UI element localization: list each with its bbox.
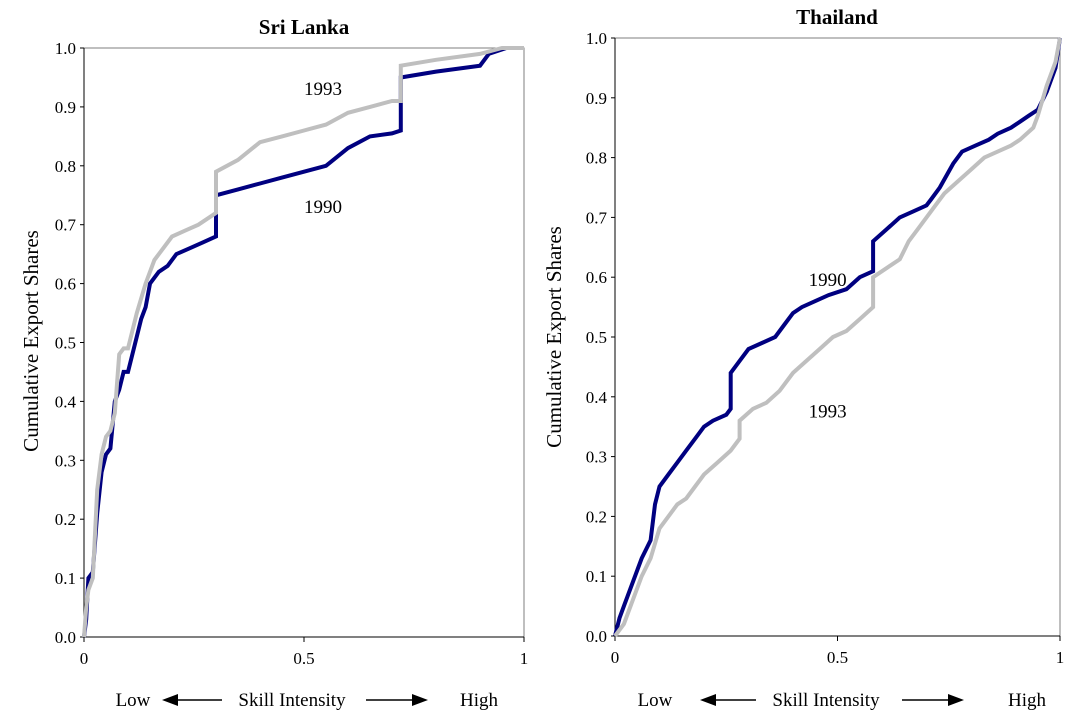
- x-axis-high-label: High: [1008, 690, 1047, 711]
- series-line-1993: [82, 46, 524, 638]
- chart-panel-thailand: Thailand Cumulative Export Shares 0.0 0.1…: [542, 5, 1064, 711]
- y-tick-label: 0.5: [55, 334, 76, 353]
- y-tick-label: 0.9: [55, 98, 76, 117]
- x-axis-high-label: High: [460, 690, 499, 711]
- x-axis-low-label: Low: [116, 690, 151, 711]
- y-axis-label: Cumulative Export Shares: [542, 226, 566, 448]
- y-tick-label: 0.3: [586, 448, 607, 467]
- y-tick-label: 0.5: [586, 328, 607, 347]
- y-tick-label: 0.6: [55, 275, 76, 294]
- right-arrow-icon: [366, 694, 428, 706]
- y-tick-label: 0.8: [55, 157, 76, 176]
- series-lines: [613, 37, 1062, 638]
- series-line-1990: [613, 37, 1062, 637]
- x-tick-label: 0.5: [827, 648, 848, 667]
- chart-title: Thailand: [796, 5, 878, 29]
- y-tick-label: 1.0: [586, 29, 607, 48]
- y-tick-label: 0.0: [55, 628, 76, 647]
- y-tick-label: 0.4: [586, 388, 608, 407]
- series-lines: [82, 46, 524, 638]
- x-tick-label: 0: [80, 649, 89, 668]
- series-annotation: 1993: [809, 402, 847, 423]
- y-tick-label: 0.2: [586, 507, 607, 526]
- left-arrow-icon: [162, 694, 222, 706]
- y-tick-label: 0.1: [55, 569, 76, 588]
- annotations: 1990 1993: [809, 270, 847, 423]
- left-arrow-icon: [700, 694, 756, 706]
- x-axis-ticks: 0 0.5 1: [80, 636, 529, 668]
- y-tick-label: 0.3: [55, 451, 76, 470]
- y-tick-label: 0.6: [586, 268, 607, 287]
- chart-panel-sri-lanka: Sri Lanka Cumulative Export Shares 0.00.…: [19, 15, 528, 711]
- y-tick-label: 0.7: [586, 208, 608, 227]
- y-tick-label: 0.9: [586, 89, 607, 108]
- x-axis-low-label: Low: [638, 690, 673, 711]
- x-axis-label: Skill Intensity: [772, 690, 880, 711]
- right-arrow-icon: [902, 694, 964, 706]
- y-tick-label: 0.8: [586, 149, 607, 168]
- series-line-1993: [613, 37, 1062, 638]
- y-axis-ticks: 0.0 0.1 0.2 0.3 0.4 0.5 0.6 0.7 0.8 0.9 1.0: [55, 39, 85, 647]
- y-tick-label: 0.0: [586, 627, 607, 646]
- plot-frame: [83, 47, 525, 638]
- series-annotation: 1990: [809, 270, 847, 291]
- y-axis-ticks: 0.0 0.1 0.2 0.3 0.4 0.5 0.6 0.7 0.8 0.9 1.0: [586, 29, 616, 646]
- x-axis-label: Skill Intensity: [238, 690, 346, 711]
- y-axis-label: Cumulative Export Shares: [19, 230, 43, 452]
- x-tick-label: 1: [520, 649, 529, 668]
- x-tick-label: 0: [611, 648, 620, 667]
- chart-title: Sri Lanka: [259, 15, 350, 39]
- y-tick-label: 1.0: [55, 39, 76, 58]
- series-line-1990: [82, 46, 524, 638]
- y-tick-label: 0.4: [55, 392, 77, 411]
- y-tick-label: 0.1: [586, 567, 607, 586]
- x-axis-ticks: 0 0.5 1: [611, 635, 1065, 667]
- series-annotation: 1993: [304, 79, 342, 100]
- series-annotation: 1990: [304, 197, 342, 218]
- y-tick-label: 0.7: [55, 216, 77, 235]
- x-tick-label: 1: [1056, 648, 1065, 667]
- y-tick-label: 0.2: [55, 510, 76, 529]
- x-tick-label: 0.5: [293, 649, 314, 668]
- annotations: 1993 1990: [304, 79, 342, 218]
